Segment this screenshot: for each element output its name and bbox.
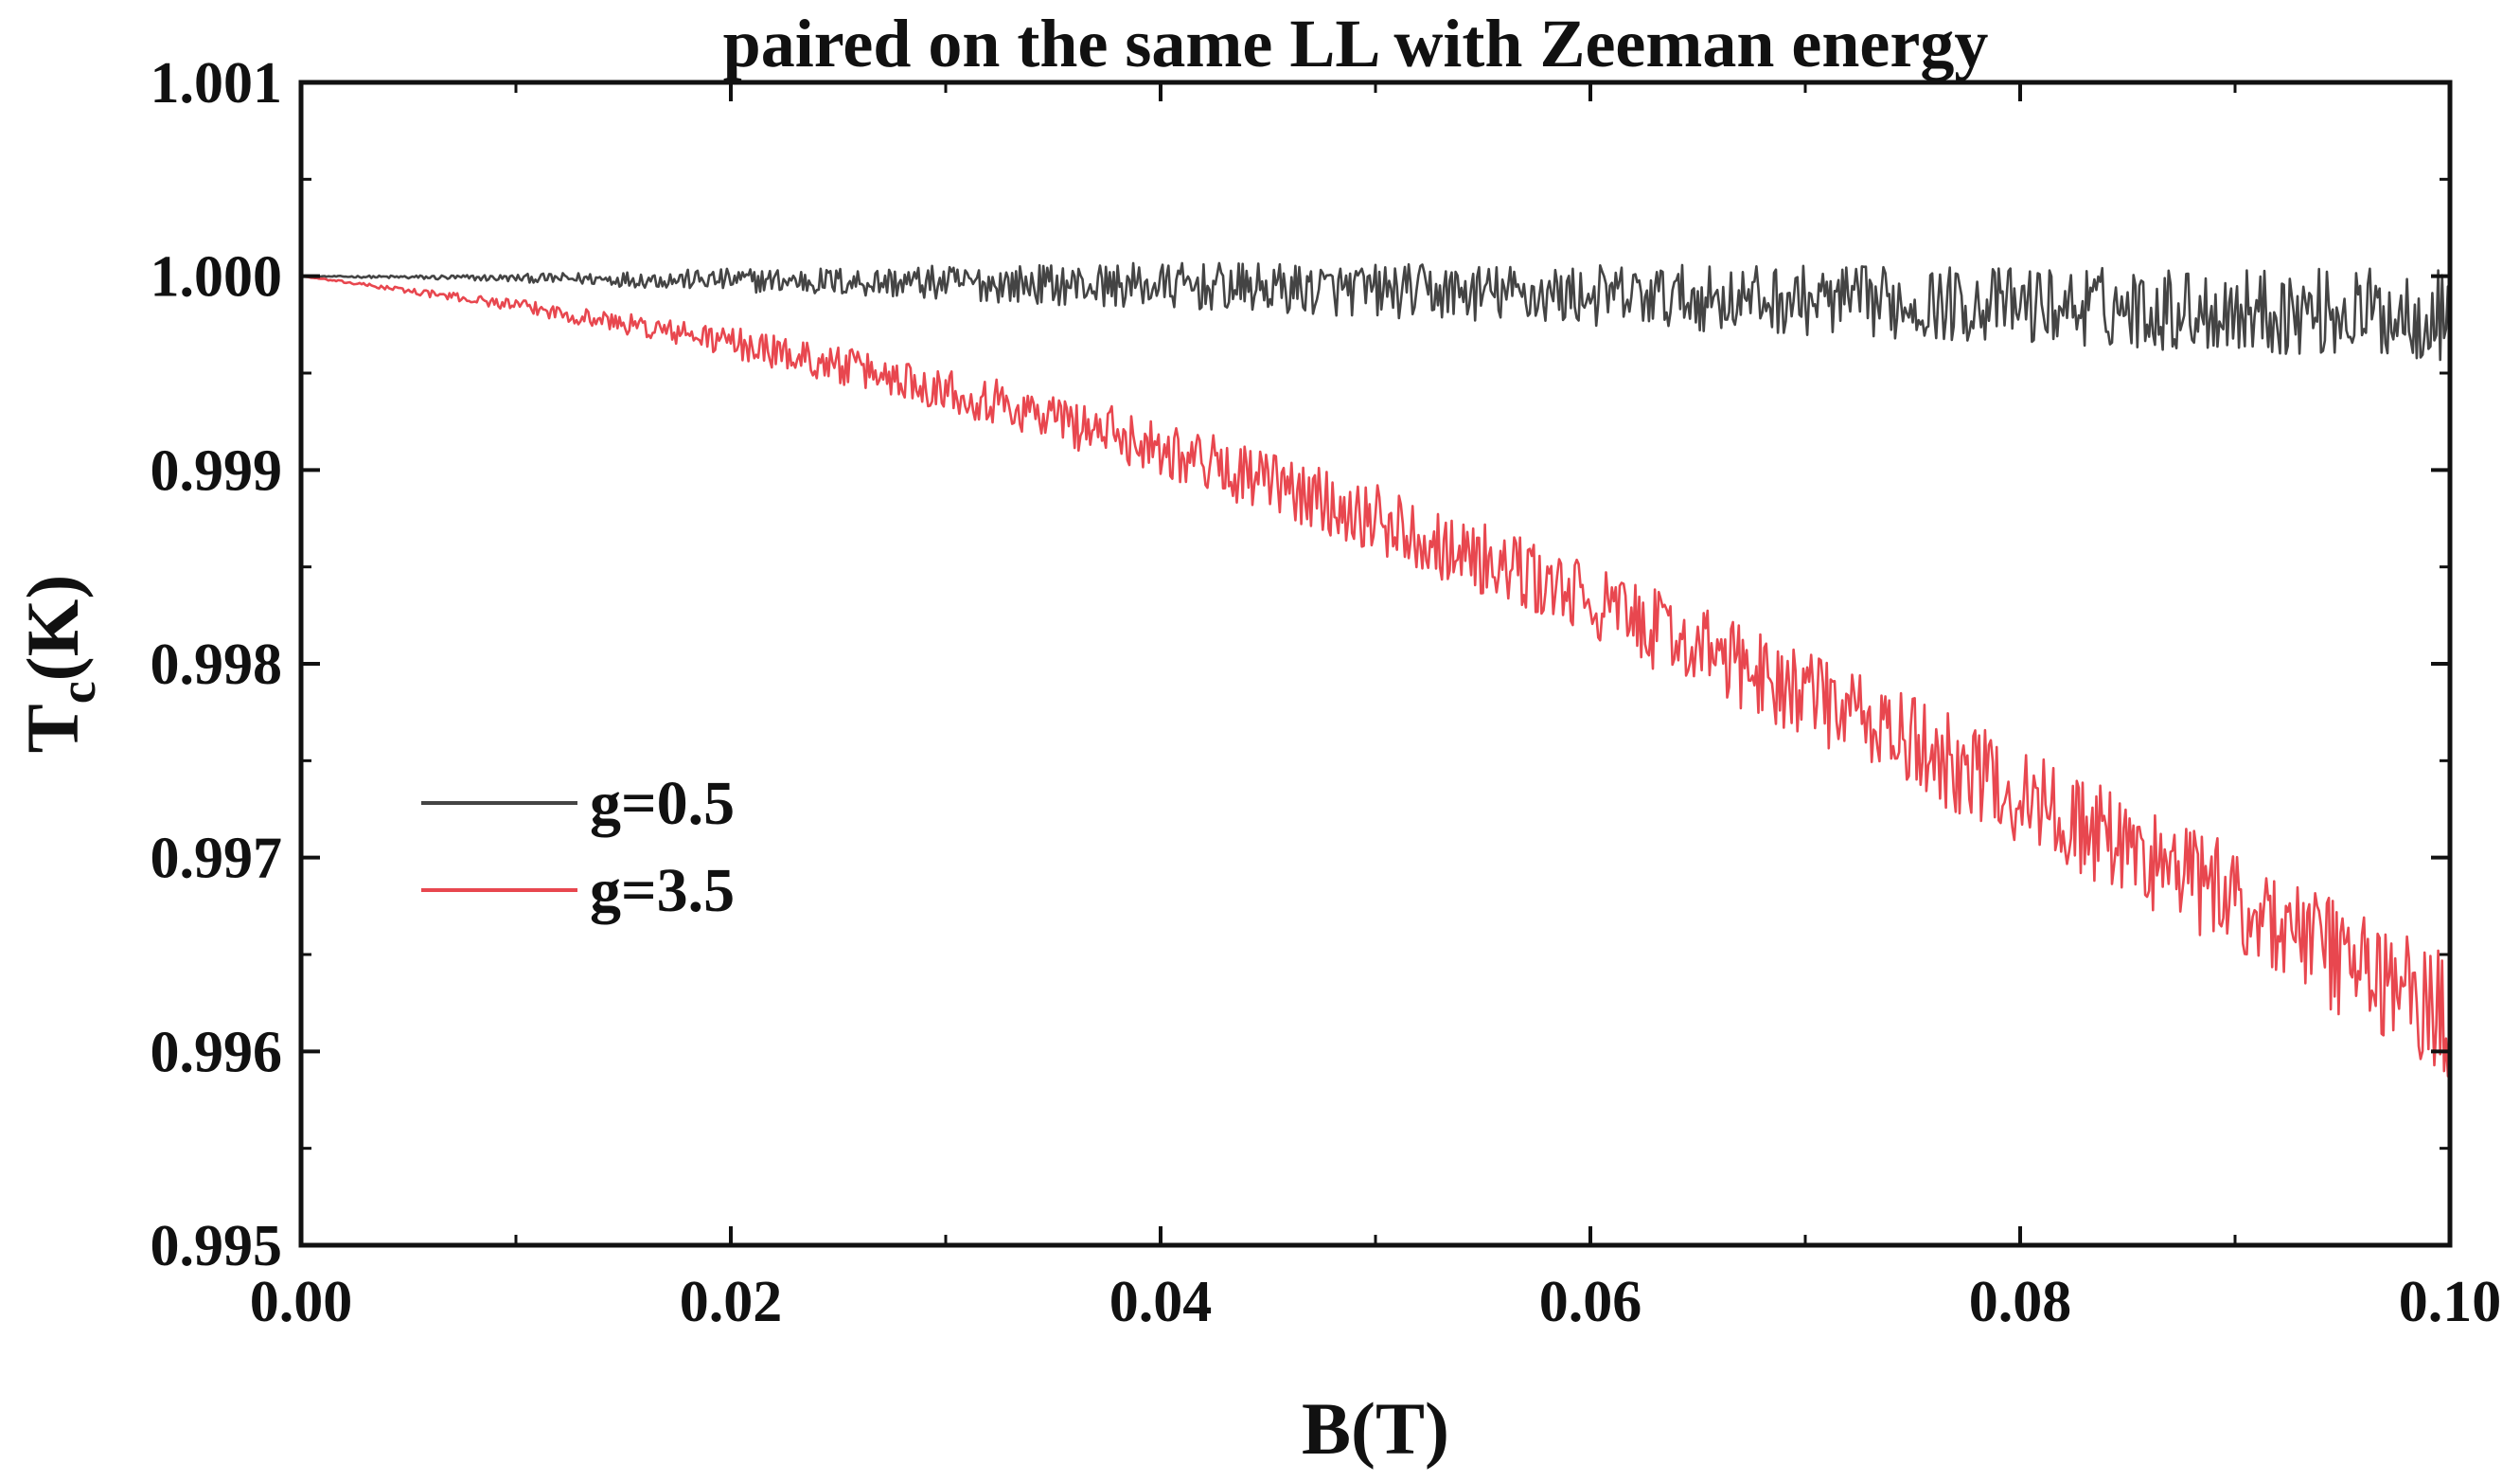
y-axis-title: Tc(K) (11, 575, 106, 754)
x-axis-title: B(T) (1302, 1387, 1449, 1470)
series-layer (300, 261, 2452, 1078)
x-tick-label: 0.10 (2399, 1270, 2502, 1334)
y-tick-label: 0.997 (151, 827, 283, 891)
y-tick-label: 0.996 (151, 1020, 283, 1084)
y-tick-label: 0.999 (151, 438, 283, 503)
y-tick-label: 1.001 (151, 51, 283, 116)
chart-title: paired on the same LL with Zeeman energy (723, 6, 1989, 81)
legend: g=0.5 g=3.5 (421, 769, 735, 925)
y-axis-title-subscript: c (49, 681, 106, 704)
plot-area (301, 82, 2450, 1245)
series-line-1 (300, 275, 2452, 1078)
x-axis: 0.00 0.02 0.04 0.06 0.08 0.10 (250, 82, 2502, 1334)
legend-label-g0-5: g=0.5 (590, 769, 735, 838)
y-tick-label: 0.998 (151, 633, 283, 697)
x-tick-label: 0.06 (1539, 1270, 1642, 1334)
x-tick-label: 0.02 (680, 1270, 783, 1334)
y-axis: 0.995 0.996 0.997 0.998 0.999 1.000 1.001 (151, 51, 2450, 1278)
x-tick-label: 0.00 (250, 1270, 353, 1334)
x-tick-label: 0.08 (1969, 1270, 2072, 1334)
legend-label-g3-5: g=3.5 (590, 856, 735, 925)
y-axis-title-unit: (K) (11, 575, 94, 682)
y-tick-label: 1.000 (151, 245, 283, 310)
x-tick-label: 0.04 (1109, 1270, 1213, 1334)
y-tick-label: 0.995 (151, 1214, 283, 1278)
y-axis-title-main: T (11, 704, 94, 753)
series-line-0 (301, 261, 2452, 362)
